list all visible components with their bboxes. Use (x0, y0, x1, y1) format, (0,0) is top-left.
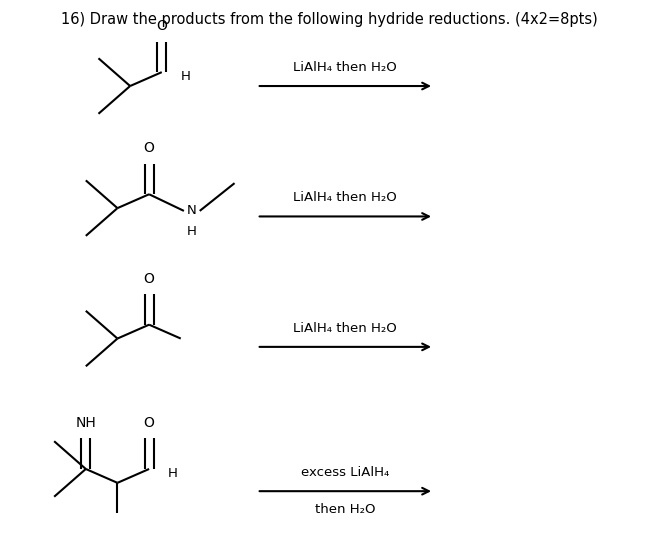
Text: NH: NH (75, 416, 96, 430)
Text: N: N (186, 204, 196, 218)
Text: H: H (168, 467, 178, 480)
Text: H: H (181, 70, 190, 83)
Text: O: O (156, 19, 167, 33)
Text: LiAlH₄ then H₂O: LiAlH₄ then H₂O (293, 191, 397, 204)
Text: excess LiAlH₄: excess LiAlH₄ (301, 466, 389, 479)
Text: O: O (144, 271, 155, 286)
Text: LiAlH₄ then H₂O: LiAlH₄ then H₂O (293, 61, 397, 74)
Text: O: O (144, 141, 155, 155)
Text: H: H (186, 225, 196, 239)
Text: 16) Draw the products from the following hydride reductions. (4x2=8pts): 16) Draw the products from the following… (61, 12, 598, 27)
Text: O: O (144, 416, 155, 430)
Text: then H₂O: then H₂O (315, 503, 376, 516)
Text: LiAlH₄ then H₂O: LiAlH₄ then H₂O (293, 322, 397, 335)
